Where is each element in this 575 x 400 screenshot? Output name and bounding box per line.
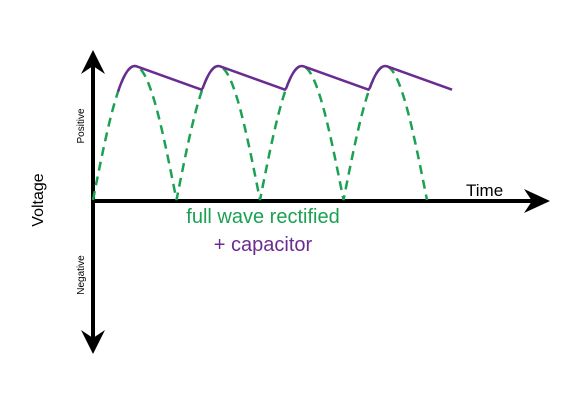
voltage-axis-arrow-up <box>81 50 105 74</box>
rectified-wave-dashed <box>91 64 429 201</box>
capacitor-caption: + capacitor <box>213 234 313 256</box>
negative-region-label: Negative <box>76 255 87 295</box>
rectified-wave-caption: full wave rectified <box>186 206 340 228</box>
positive-region-label: Positive <box>76 108 87 144</box>
axes <box>81 50 550 354</box>
time-axis-arrow <box>524 189 550 213</box>
voltage-axis-label: Voltage <box>30 173 47 227</box>
capacitor-smoothed-wave <box>116 64 453 93</box>
time-axis-label: Time <box>466 181 504 200</box>
voltage-axis-arrow-down <box>81 330 105 354</box>
